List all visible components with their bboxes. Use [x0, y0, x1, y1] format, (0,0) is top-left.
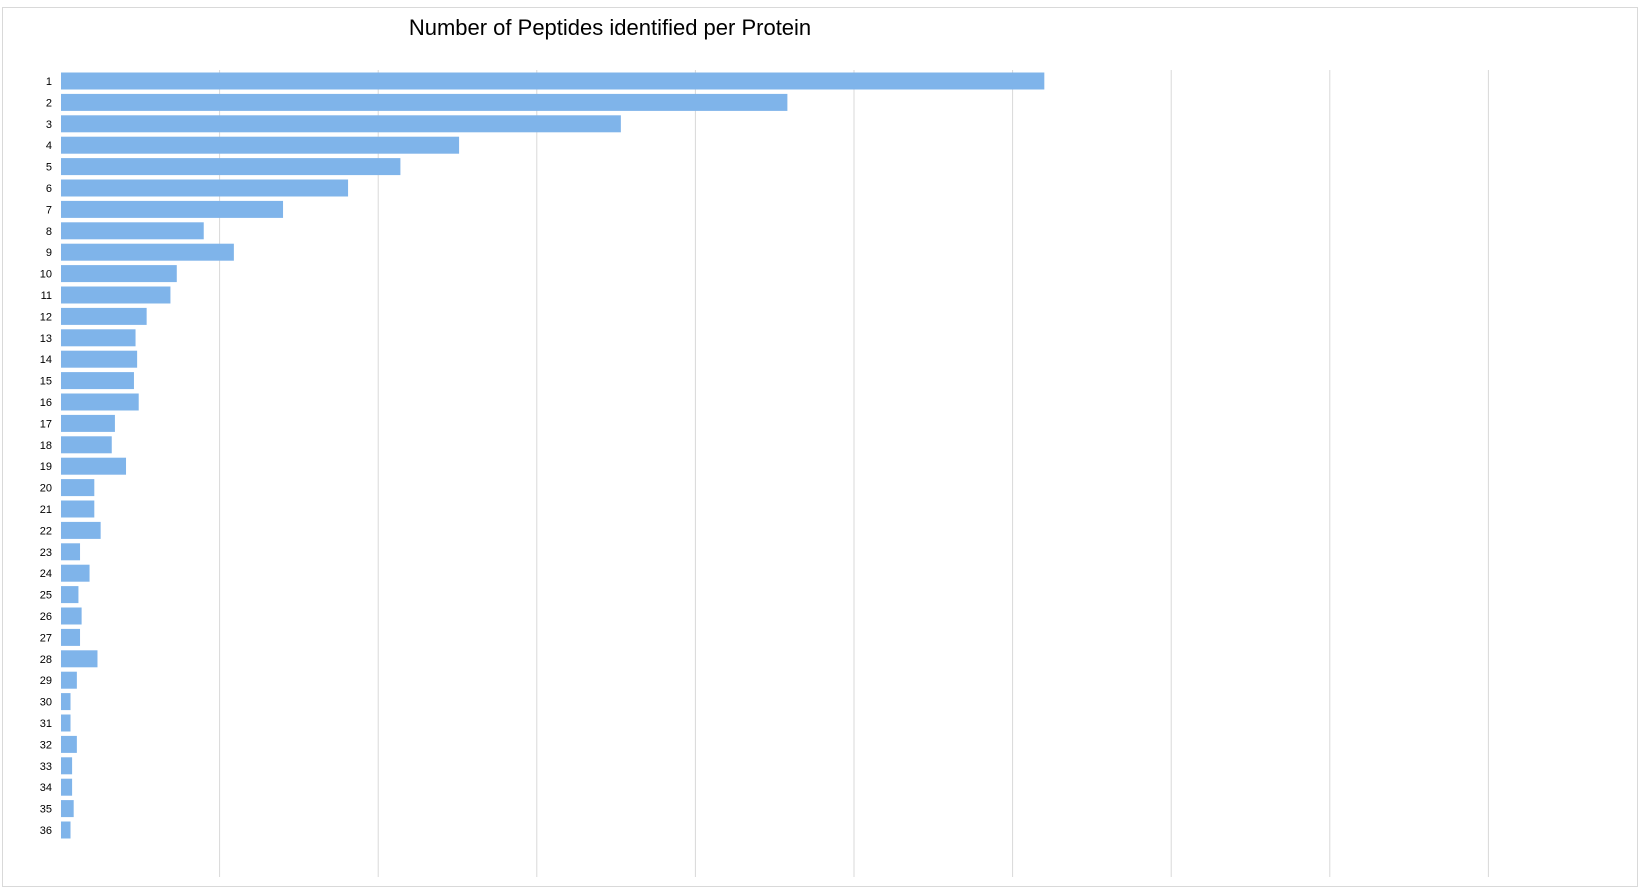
bar-7 — [61, 200, 284, 218]
category-label-4: 4 — [46, 140, 52, 152]
category-label-5: 5 — [46, 162, 52, 174]
chart-title: Number of Peptides identified per Protei… — [408, 15, 812, 40]
bar-28 — [61, 650, 98, 668]
category-label-19: 19 — [40, 461, 52, 473]
category-label-13: 13 — [40, 333, 52, 345]
bar-29 — [61, 671, 77, 689]
bar-24 — [61, 564, 90, 582]
bar-10 — [61, 265, 177, 283]
bar-13 — [61, 329, 136, 347]
category-label-35: 35 — [40, 804, 52, 816]
category-label-26: 26 — [40, 611, 52, 623]
bar-23 — [61, 543, 81, 561]
bar-35 — [61, 800, 74, 818]
category-label-14: 14 — [40, 354, 52, 366]
category-label-34: 34 — [40, 782, 52, 794]
bar-33 — [61, 757, 73, 775]
bar-12 — [61, 307, 147, 325]
category-label-10: 10 — [40, 269, 52, 281]
category-label-24: 24 — [40, 568, 52, 580]
bar-36 — [61, 821, 71, 839]
category-label-25: 25 — [40, 590, 52, 602]
bar-17 — [61, 414, 115, 432]
category-label-17: 17 — [40, 418, 52, 430]
category-label-30: 30 — [40, 697, 52, 709]
category-label-18: 18 — [40, 440, 52, 452]
category-label-32: 32 — [40, 739, 52, 751]
bar-16 — [61, 393, 139, 411]
category-label-31: 31 — [40, 718, 52, 730]
bar-22 — [61, 521, 101, 539]
bar-18 — [61, 436, 112, 454]
category-label-9: 9 — [46, 247, 52, 259]
category-label-16: 16 — [40, 397, 52, 409]
category-label-23: 23 — [40, 547, 52, 559]
bar-26 — [61, 607, 82, 625]
category-label-12: 12 — [40, 311, 52, 323]
category-label-36: 36 — [40, 825, 52, 837]
bar-32 — [61, 735, 77, 753]
bar-5 — [61, 158, 401, 176]
category-label-20: 20 — [40, 483, 52, 495]
category-label-8: 8 — [46, 226, 52, 238]
category-label-2: 2 — [46, 97, 52, 109]
bar-3 — [61, 115, 621, 133]
gridlines — [219, 70, 1489, 877]
category-label-11: 11 — [41, 290, 52, 302]
bar-34 — [61, 778, 73, 796]
bar-31 — [61, 714, 71, 732]
category-label-27: 27 — [40, 632, 52, 644]
bar-27 — [61, 628, 81, 646]
bar-21 — [61, 500, 95, 518]
bar-15 — [61, 372, 134, 390]
bar-8 — [61, 222, 204, 240]
bar-4 — [61, 136, 460, 154]
category-labels: 1234567891011121314151617181920212223242… — [40, 76, 52, 837]
category-label-6: 6 — [46, 183, 52, 195]
category-label-15: 15 — [40, 376, 52, 388]
bar-2 — [61, 93, 788, 111]
bar-20 — [61, 479, 95, 497]
category-label-28: 28 — [40, 654, 52, 666]
bar-9 — [61, 243, 234, 261]
category-label-33: 33 — [40, 761, 52, 773]
category-label-7: 7 — [46, 204, 52, 216]
category-label-21: 21 — [40, 504, 52, 516]
bar-25 — [61, 586, 79, 604]
bar-19 — [61, 457, 127, 475]
bar-6 — [61, 179, 349, 197]
category-label-29: 29 — [40, 675, 52, 687]
bars — [61, 72, 1045, 839]
bar-14 — [61, 350, 138, 368]
category-label-3: 3 — [46, 119, 52, 131]
bar-30 — [61, 693, 71, 711]
bar-1 — [61, 72, 1045, 90]
bar-11 — [61, 286, 171, 304]
category-label-1: 1 — [46, 76, 52, 88]
category-label-22: 22 — [40, 525, 52, 537]
